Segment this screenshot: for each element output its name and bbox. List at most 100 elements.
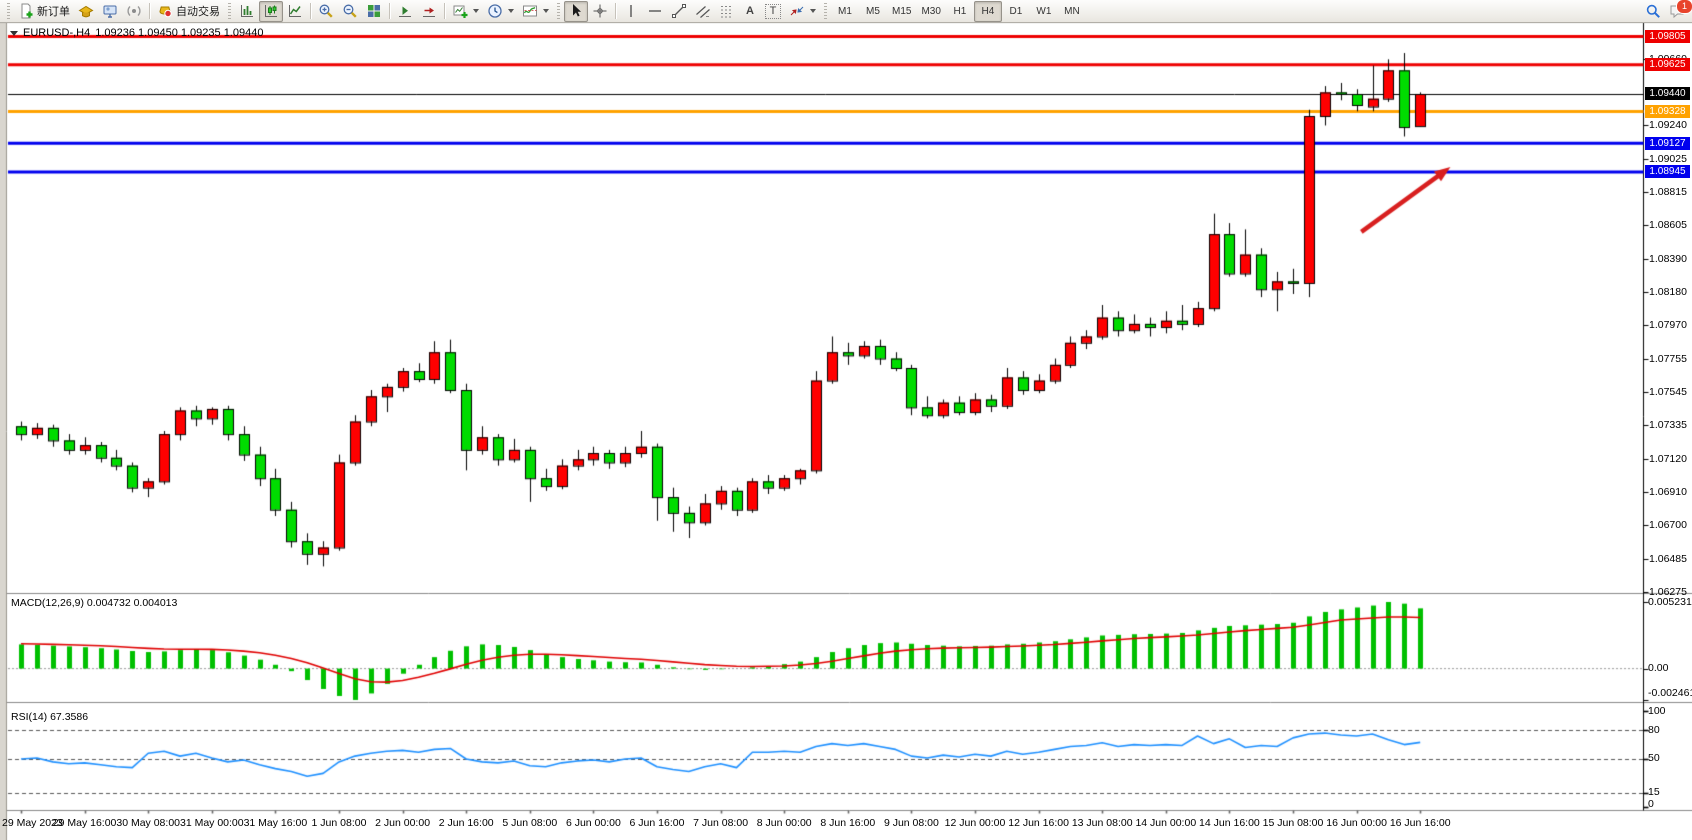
date-axis-label: 14 Jun 16:00 — [1199, 817, 1260, 829]
macd-scale-zero: 0.00 — [1648, 662, 1669, 674]
fibonacci-tool-button[interactable] — [715, 1, 739, 22]
dropdown-caret-icon — [508, 9, 514, 13]
arrows-tool-button[interactable] — [785, 1, 820, 22]
cursor-tool-button[interactable] — [564, 0, 588, 22]
price-tick-label: 1.07120 — [1649, 452, 1687, 465]
search-button[interactable] — [1641, 1, 1665, 22]
timeframe-button-m1[interactable]: M1 — [838, 5, 852, 17]
vertical-line-tool-button[interactable] — [619, 1, 643, 22]
timeframe-button-mn[interactable]: MN — [1064, 5, 1080, 17]
price-tick-label: 1.06910 — [1649, 485, 1687, 498]
date-axis-label: 15 Jun 08:00 — [1262, 817, 1324, 829]
rsi-scale-80: 80 — [1648, 724, 1660, 736]
chart-title: EURUSD-,H4 1.09236 1.09450 1.09235 1.094… — [10, 27, 263, 39]
date-axis-label: 12 Jun 00:00 — [944, 817, 1006, 829]
price-level-badge: 1.09805 — [1645, 30, 1690, 43]
text-tool-button[interactable]: A — [739, 1, 761, 22]
timeframe-button-w1[interactable]: W1 — [1036, 5, 1052, 17]
arrow-shapes-icon — [790, 6, 804, 16]
current-price-badge: 1.09440 — [1645, 87, 1690, 101]
window-menu-icon[interactable] — [10, 30, 18, 36]
toolbar-separator — [389, 3, 390, 19]
date-axis-label: 5 Jun 08:00 — [502, 817, 558, 829]
label-tool-button[interactable]: T — [761, 1, 785, 22]
chart-title-symbol: EURUSD-,H4 — [23, 27, 91, 39]
toolbar-grip — [557, 3, 560, 19]
timeframe-button-d1[interactable]: D1 — [1009, 5, 1023, 17]
timeframe-button-m30[interactable]: M30 — [921, 5, 941, 17]
search-icon — [1646, 4, 1660, 18]
date-axis-label: 8 Jun 16:00 — [820, 817, 876, 829]
broadcast-icon — [127, 6, 141, 16]
date-axis-label: 16 Jun 16:00 — [1389, 817, 1451, 829]
timeframe-button-m15[interactable]: M15 — [892, 5, 912, 17]
date-axis-label: 13 Jun 08:00 — [1071, 817, 1133, 829]
date-axis-label: 2 Jun 16:00 — [438, 817, 494, 829]
rsi-scale-100: 100 — [1648, 705, 1666, 717]
auto-scroll-icon — [399, 6, 411, 17]
new-chart-icon — [453, 5, 468, 18]
date-axis-label: 14 Jun 00:00 — [1135, 817, 1197, 829]
date-axis-label: 9 Jun 08:00 — [883, 817, 939, 829]
tile-windows-button[interactable] — [362, 1, 386, 22]
timeframe-button-h1[interactable]: H1 — [953, 5, 967, 17]
rsi-scale-15: 15 — [1648, 786, 1660, 798]
auto-scroll-button[interactable] — [393, 1, 417, 22]
crosshair-icon — [593, 4, 607, 18]
zoom-out-button[interactable] — [338, 1, 362, 22]
mql-hat-icon — [78, 5, 94, 18]
toolbar-grip — [824, 3, 827, 19]
bar-chart-button[interactable] — [235, 1, 259, 22]
mql-wizard-button[interactable] — [74, 1, 98, 22]
candlestick-chart-button[interactable] — [259, 0, 283, 22]
new-chart-button[interactable] — [448, 1, 483, 22]
candlestick-chart-icon — [265, 5, 277, 17]
new-order-icon — [21, 3, 33, 19]
price-tick-label: 1.08605 — [1649, 218, 1687, 231]
horizontal-line-icon — [649, 10, 661, 12]
date-axis-label: 16 Jun 00:00 — [1326, 817, 1387, 829]
text-tool-icon: A — [746, 5, 754, 17]
chart-shift-button[interactable] — [417, 1, 441, 22]
date-axis-label: 29 May 2023 — [2, 817, 63, 829]
autotrade-button[interactable]: 自动交易 — [153, 1, 224, 22]
price-level-badge: 1.09625 — [1645, 58, 1690, 72]
date-axis-label: 6 Jun 00:00 — [565, 817, 621, 829]
date-axis-label: 31 May 16:00 — [243, 817, 308, 829]
trendline-icon — [672, 4, 686, 18]
date-axis-label: 30 May 08:00 — [116, 817, 181, 829]
price-tick-label: 1.07335 — [1649, 418, 1687, 431]
signals-button[interactable] — [122, 1, 146, 22]
chart-title-ohlc: 1.09236 1.09450 1.09235 1.09440 — [95, 27, 264, 39]
price-tick-label: 1.07970 — [1649, 318, 1687, 331]
price-tick-label: 1.09240 — [1649, 118, 1687, 131]
chat-button[interactable]: 1 — [1665, 0, 1692, 22]
new-order-label: 新订单 — [37, 6, 70, 18]
channel-tool-button[interactable] — [691, 1, 715, 22]
timeframe-button-m5[interactable]: M5 — [866, 5, 880, 17]
timeframe-button-h4[interactable]: H4 — [973, 0, 1002, 22]
fibonacci-icon — [721, 6, 733, 18]
line-chart-button[interactable] — [283, 1, 307, 22]
toolbar-grip — [228, 3, 231, 19]
price-tick-label: 1.07755 — [1649, 352, 1687, 365]
indicators-button[interactable] — [518, 1, 553, 22]
macd-scale-min: -0.002461 — [1648, 687, 1692, 699]
date-axis-label: 12 Jun 16:00 — [1008, 817, 1069, 829]
date-axis-label: 7 Jun 08:00 — [693, 817, 749, 829]
metaeditor-button[interactable] — [98, 1, 122, 22]
price-tick-label: 1.07545 — [1649, 385, 1687, 398]
date-axis-label: 29 May 16:00 — [52, 817, 117, 829]
dropdown-caret-icon — [473, 9, 479, 13]
horizontal-line-tool-button[interactable] — [643, 1, 667, 22]
price-tick-label: 1.08815 — [1649, 185, 1687, 198]
zoom-in-button[interactable] — [314, 1, 338, 22]
crosshair-tool-button[interactable] — [588, 1, 612, 22]
periods-button[interactable] — [483, 1, 518, 22]
trendline-tool-button[interactable] — [667, 1, 691, 22]
toolbar-separator — [444, 3, 445, 19]
price-tick-label: 1.06485 — [1649, 552, 1687, 565]
new-order-button[interactable]: 新订单 — [14, 1, 74, 22]
